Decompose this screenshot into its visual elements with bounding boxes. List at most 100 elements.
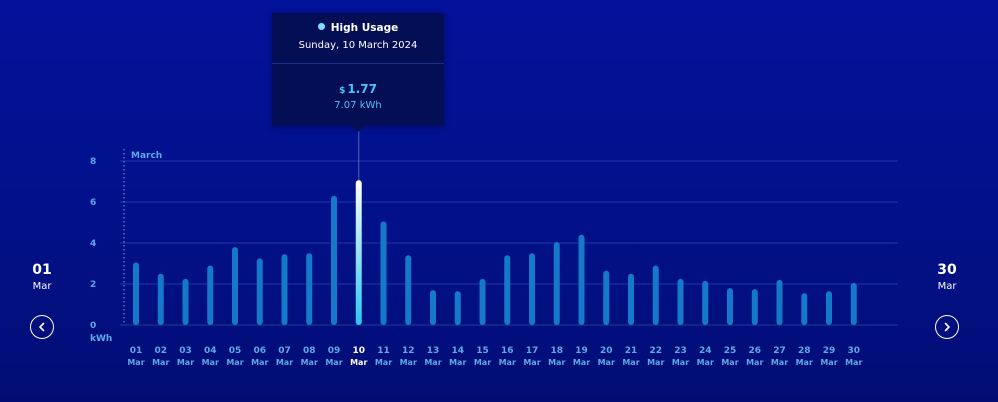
- x-tick-month: Mar: [400, 358, 417, 367]
- y-tick-label: 0: [90, 321, 96, 331]
- x-tick-month: Mar: [375, 358, 392, 367]
- bar[interactable]: [133, 262, 139, 325]
- bar[interactable]: [751, 289, 758, 325]
- x-tick-day: 25: [724, 346, 737, 356]
- x-tick-month: Mar: [721, 358, 738, 367]
- bar[interactable]: [677, 278, 684, 325]
- x-tick-month: Mar: [325, 358, 342, 367]
- tooltip-body: $1.77 7.07 kWh: [272, 64, 444, 111]
- x-tick-month: Mar: [796, 358, 813, 367]
- x-tick-month: Mar: [523, 358, 540, 367]
- x-tick-day: 24: [699, 346, 712, 356]
- bar[interactable]: [702, 280, 709, 325]
- bar[interactable]: [405, 255, 412, 325]
- bar[interactable]: [801, 293, 808, 325]
- x-tick-month: Mar: [226, 358, 243, 367]
- bar[interactable]: [207, 265, 214, 325]
- bar[interactable]: [504, 255, 511, 325]
- x-tick-day: 04: [204, 346, 217, 356]
- bar[interactable]: [232, 247, 238, 325]
- bar[interactable]: [430, 290, 436, 325]
- bar[interactable]: [826, 291, 832, 325]
- x-tick-day: 20: [600, 346, 613, 356]
- x-tick-day: 22: [649, 346, 662, 356]
- grid-lines: [120, 160, 898, 326]
- x-tick-day: 18: [550, 346, 563, 356]
- x-tick-month: Mar: [697, 358, 714, 367]
- range-start-label: 01 Mar: [22, 262, 62, 292]
- chevron-left-icon: [39, 322, 45, 332]
- bars: [133, 126, 857, 325]
- y-unit-label: kWh: [90, 334, 112, 344]
- range-end-day: 30: [937, 262, 957, 278]
- x-tick-month: Mar: [301, 358, 318, 367]
- bar[interactable]: [331, 195, 337, 325]
- bar[interactable]: [553, 241, 560, 325]
- bar[interactable]: [380, 221, 387, 325]
- x-tick-month: Mar: [350, 358, 367, 367]
- y-tick-label: 4: [90, 239, 96, 249]
- x-tick-day: 02: [154, 346, 167, 356]
- series-dot-icon: [317, 23, 325, 30]
- bar[interactable]: [776, 279, 783, 325]
- bar[interactable]: [578, 234, 585, 325]
- x-tick-month: Mar: [548, 358, 565, 367]
- bar[interactable]: [850, 282, 857, 325]
- bar[interactable]: [281, 254, 288, 325]
- chevron-right-icon: [944, 322, 950, 332]
- range-start-month: Mar: [32, 281, 52, 292]
- bar[interactable]: [454, 291, 461, 325]
- x-tick-month: Mar: [820, 358, 837, 367]
- x-tick-day: 23: [674, 346, 687, 356]
- x-tick-day: 16: [501, 346, 514, 356]
- bar[interactable]: [628, 273, 634, 325]
- x-tick-month: Mar: [746, 358, 763, 367]
- range-end-label: 30 Mar: [927, 262, 967, 292]
- y-tick-label: 6: [90, 198, 96, 208]
- range-start-day: 01: [32, 262, 52, 278]
- x-tick-day: 19: [575, 346, 588, 356]
- x-tick-day: 13: [427, 346, 440, 356]
- bar[interactable]: [603, 270, 610, 325]
- x-tick-day: 08: [303, 346, 316, 356]
- tooltip-header: High Usage Sunday, 10 March 2024: [272, 13, 444, 64]
- x-tick-month: Mar: [771, 358, 788, 367]
- x-tick-month: Mar: [647, 358, 664, 367]
- previous-period-button[interactable]: [30, 315, 54, 339]
- x-tick-day: 11: [377, 346, 390, 356]
- x-tick-day: 01: [130, 346, 143, 356]
- range-end-month: Mar: [937, 281, 957, 292]
- x-tick-day: 06: [253, 346, 266, 356]
- x-tick-month: Mar: [424, 358, 441, 367]
- x-tick-day: 05: [229, 346, 242, 356]
- tooltip-series: High Usage: [272, 13, 444, 34]
- x-tick-day: 28: [798, 346, 811, 356]
- bar[interactable]: [256, 258, 263, 325]
- x-tick-day: 17: [526, 346, 539, 356]
- x-tick-day: 14: [451, 346, 464, 356]
- bar-highlighted[interactable]: [355, 180, 362, 325]
- bar[interactable]: [306, 253, 313, 325]
- x-tick-day: 12: [402, 346, 415, 356]
- x-tick-day: 26: [748, 346, 761, 356]
- bar[interactable]: [529, 253, 535, 325]
- tooltip-cost-value: 1.77: [347, 82, 377, 96]
- x-tick-day: 03: [179, 346, 192, 356]
- usage-tooltip: High Usage Sunday, 10 March 2024 $1.77 7…: [272, 13, 444, 132]
- bar[interactable]: [727, 288, 733, 325]
- bar[interactable]: [157, 273, 164, 325]
- x-tick-month: Mar: [622, 358, 639, 367]
- next-period-button[interactable]: [935, 315, 959, 339]
- x-tick-day: 09: [328, 346, 341, 356]
- x-tick-month: Mar: [152, 358, 169, 367]
- tooltip-cost: $1.77: [272, 82, 444, 96]
- x-tick-month: Mar: [251, 358, 268, 367]
- x-tick-month: Mar: [177, 358, 194, 367]
- x-tick-month: Mar: [127, 358, 144, 367]
- bar[interactable]: [479, 278, 486, 325]
- bar[interactable]: [182, 278, 189, 325]
- x-tick-day: 30: [847, 346, 860, 356]
- bar[interactable]: [652, 265, 659, 325]
- y-tick-label: 2: [90, 280, 96, 290]
